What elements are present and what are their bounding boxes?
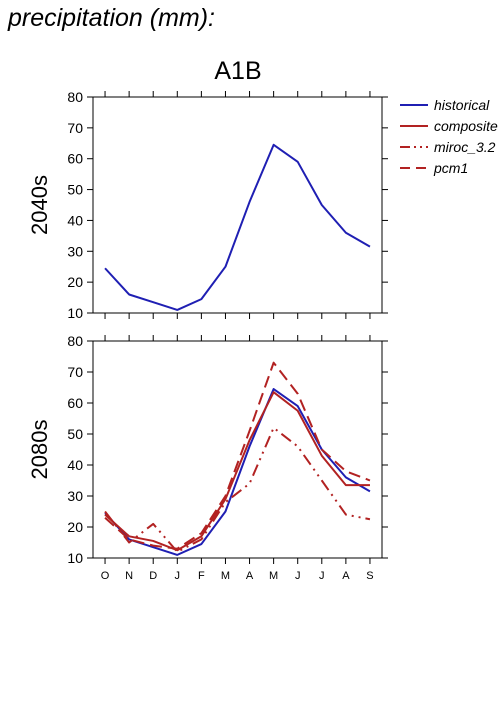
legend: historical composite miroc_3.2 pcm1: [400, 97, 498, 176]
x-tick-label: A: [246, 570, 254, 582]
x-tick-label: F: [198, 570, 205, 582]
y-tick-label: 20: [67, 274, 83, 290]
y-tick-label: 50: [67, 426, 83, 442]
y-tick-label: 40: [67, 457, 83, 473]
plot-frame: [92, 96, 383, 314]
plot-frame: [92, 340, 383, 559]
x-tick-label: S: [366, 570, 373, 582]
x-tick-label: A: [342, 570, 350, 582]
panel-2080s: 10 20 30 40 50 60 70 80 O N D J F M A M J J A S 2080s: [27, 333, 388, 582]
y-tick-label: 60: [67, 151, 83, 167]
x-tick-label: M: [269, 570, 278, 582]
x-tick-label: J: [295, 570, 301, 582]
panel-label: 2080s: [27, 420, 52, 480]
y-tick-label: 70: [67, 364, 83, 380]
x-tick-label: J: [175, 570, 181, 582]
y-tick-label: 60: [67, 395, 83, 411]
y-tick-label: 40: [67, 212, 83, 228]
x-tick-label: M: [221, 570, 230, 582]
series-line-miroc-3-2: [104, 426, 371, 553]
legend-label: miroc_3.2: [434, 139, 496, 155]
scenario-title: A1B: [214, 57, 261, 85]
y-tick-label: 50: [67, 182, 83, 198]
y-tick-label: 80: [67, 89, 83, 105]
y-tick-label: 20: [67, 519, 83, 535]
x-tick-label: D: [149, 570, 157, 582]
y-tick-label: 30: [67, 488, 83, 504]
figure-title: precipitation (mm):: [8, 4, 215, 32]
legend-label: composite: [434, 118, 498, 134]
panel-label: 2040s: [27, 175, 52, 235]
y-tick-label: 30: [67, 243, 83, 259]
legend-label: pcm1: [433, 160, 468, 176]
x-tick-label: J: [319, 570, 325, 582]
x-tick-label: N: [125, 570, 133, 582]
y-tick-label: 10: [67, 550, 83, 566]
panels: 10 20 30 40 50 60 70 80 2040s 10 20 30 40 50 60 70 80 O N D…: [27, 89, 388, 582]
y-tick-label: 80: [67, 333, 83, 349]
legend-label: historical: [434, 97, 490, 113]
series-line-historical: [104, 143, 371, 311]
series-line-composite: [104, 391, 370, 552]
series-line-pcm1: [104, 361, 371, 550]
panel-2040s: 10 20 30 40 50 60 70 80 2040s: [27, 89, 388, 321]
x-tick-label: O: [101, 570, 110, 582]
y-tick-label: 70: [67, 120, 83, 136]
y-tick-label: 10: [67, 305, 83, 321]
